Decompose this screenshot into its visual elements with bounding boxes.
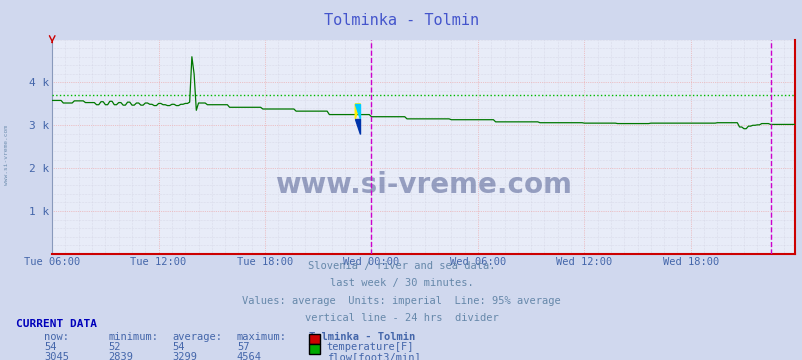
Text: maximum:: maximum: bbox=[237, 332, 286, 342]
Text: 3299: 3299 bbox=[172, 352, 197, 360]
Text: CURRENT DATA: CURRENT DATA bbox=[16, 319, 97, 329]
Polygon shape bbox=[354, 104, 360, 119]
Text: 54: 54 bbox=[172, 342, 185, 352]
Polygon shape bbox=[354, 104, 360, 119]
Text: 4564: 4564 bbox=[237, 352, 261, 360]
Text: www.si-vreme.com: www.si-vreme.com bbox=[4, 125, 9, 185]
Text: now:: now: bbox=[44, 332, 69, 342]
Text: 54: 54 bbox=[44, 342, 57, 352]
Text: flow[foot3/min]: flow[foot3/min] bbox=[326, 352, 420, 360]
Text: www.si-vreme.com: www.si-vreme.com bbox=[275, 171, 571, 199]
Polygon shape bbox=[354, 119, 360, 134]
Text: Tolminka - Tolmin: Tolminka - Tolmin bbox=[323, 13, 479, 28]
Text: temperature[F]: temperature[F] bbox=[326, 342, 414, 352]
Text: 2839: 2839 bbox=[108, 352, 133, 360]
Text: minimum:: minimum: bbox=[108, 332, 158, 342]
Text: 52: 52 bbox=[108, 342, 121, 352]
Text: Slovenia / river and sea data.: Slovenia / river and sea data. bbox=[307, 261, 495, 271]
Text: 57: 57 bbox=[237, 342, 249, 352]
Text: last week / 30 minutes.: last week / 30 minutes. bbox=[329, 278, 473, 288]
Text: Tolminka - Tolmin: Tolminka - Tolmin bbox=[309, 332, 415, 342]
Text: average:: average: bbox=[172, 332, 222, 342]
Text: 3045: 3045 bbox=[44, 352, 69, 360]
Text: vertical line - 24 hrs  divider: vertical line - 24 hrs divider bbox=[304, 313, 498, 323]
Text: Values: average  Units: imperial  Line: 95% average: Values: average Units: imperial Line: 95… bbox=[242, 296, 560, 306]
